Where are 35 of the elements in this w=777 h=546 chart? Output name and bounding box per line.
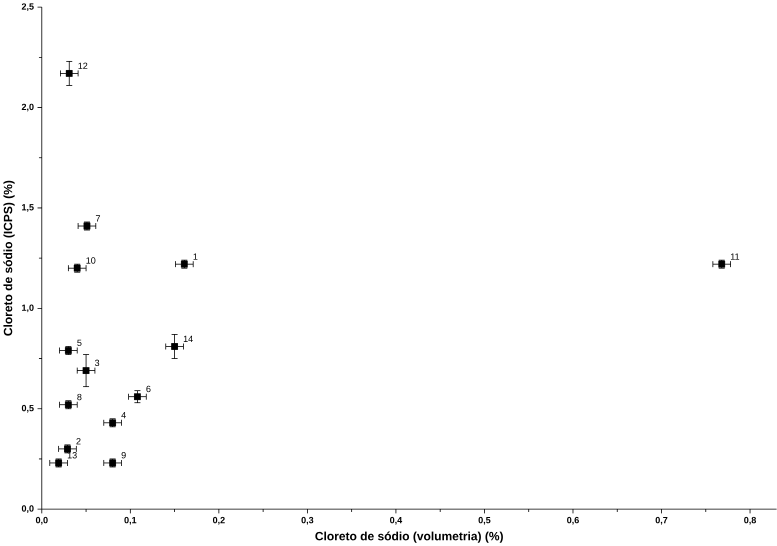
y-tick-label: 0,5: [22, 404, 34, 413]
point: [171, 343, 178, 350]
y-tick-label: 0,0: [22, 505, 34, 513]
annotation: 1: [194, 253, 198, 260]
y-tick-label: 2,0: [22, 104, 34, 112]
annotation: 7: [96, 215, 100, 222]
x-tick-label: 0,1: [124, 516, 136, 525]
annotation: 13: [68, 452, 77, 458]
annotation: 8: [77, 394, 82, 400]
x-tick-label: 0,4: [390, 516, 402, 525]
annotation: 6: [146, 386, 151, 392]
point: [134, 393, 141, 400]
x-tick-label: 0,6: [567, 516, 579, 525]
annotation: 12: [78, 62, 88, 69]
point: [82, 367, 90, 374]
annotation: 3: [94, 360, 100, 366]
x-tick-label: 0,7: [656, 516, 668, 525]
annotation: 9: [122, 452, 126, 458]
y-axis-title: Cloreto de sódio (ICPS) (%): [3, 180, 15, 336]
x-tick-label: 0,5: [478, 516, 490, 525]
x-tick-label: 0,3: [302, 516, 314, 525]
y-tick-label: 1,5: [22, 204, 34, 212]
x-tick-label: 0,2: [212, 516, 225, 525]
y-tick-label: 2,5: [22, 3, 34, 11]
annotation: 2: [76, 438, 81, 444]
x-axis-title: Cloreto de sódio (volumetria) (%): [315, 531, 503, 543]
annotation: 10: [86, 257, 96, 264]
annotation: 11: [730, 253, 740, 260]
x-tick-label: 0,0: [36, 516, 48, 525]
annotation: 14: [184, 336, 193, 342]
point: [66, 70, 73, 77]
y-tick-label: 1,0: [22, 304, 34, 312]
annotation: 5: [77, 340, 82, 346]
annotation: 4: [121, 412, 126, 418]
x-tick-label: 0,8: [744, 516, 756, 525]
